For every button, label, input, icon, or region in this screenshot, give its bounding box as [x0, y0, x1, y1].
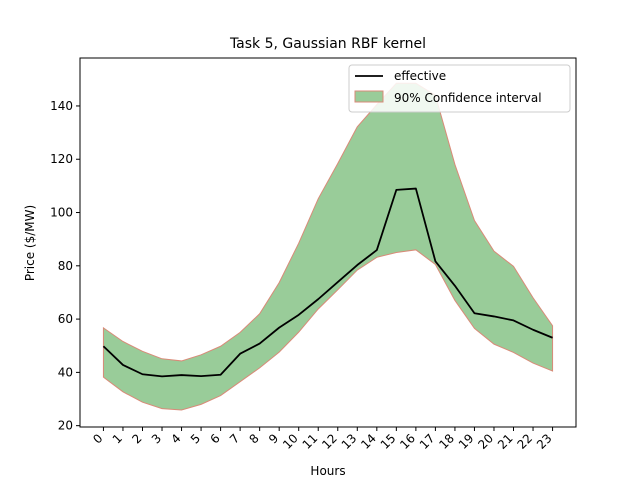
x-tick-label: 10 [280, 431, 301, 452]
x-tick-label: 5 [188, 431, 203, 446]
chart-title: Task 5, Gaussian RBF kernel [229, 36, 426, 52]
y-tick-label: 80 [58, 259, 73, 273]
x-tick-label: 15 [378, 431, 399, 452]
axes-frame [79, 57, 577, 428]
confidence-band [102, 82, 554, 411]
x-tick-label: 16 [397, 431, 418, 452]
x-axis-label: Hours [310, 464, 345, 478]
plot-area: 0 1 2 3 4 5 6 7 8 9101112131415161718192021222320… [50, 57, 577, 452]
x-tick-label: 8 [246, 431, 261, 446]
y-tick-label: 100 [50, 206, 73, 220]
x-tick-label: 19 [456, 431, 477, 452]
x-tick-label: 17 [417, 431, 438, 452]
x-tick-label: 11 [300, 431, 321, 452]
x-tick-label: 9 [266, 431, 281, 446]
x-tick-label: 6 [207, 431, 222, 446]
x-tick-label: 18 [436, 431, 457, 452]
x-tick-label: 23 [534, 431, 555, 452]
y-tick-label: 60 [58, 312, 73, 326]
x-tick-label: 13 [339, 431, 360, 452]
x-tick-label: 12 [319, 431, 340, 452]
x-tick-label: 2 [129, 431, 144, 446]
x-tick-label: 20 [475, 431, 496, 452]
y-tick-label: 20 [58, 419, 73, 433]
x-tick-label: 22 [514, 431, 535, 452]
x-tick-label: 7 [227, 431, 242, 446]
x-tick-label: 21 [495, 431, 516, 452]
legend-swatch-band [354, 90, 384, 103]
y-tick-label: 140 [50, 99, 73, 113]
x-tick-label: 0 [90, 431, 105, 446]
x-tick-label: 14 [358, 431, 379, 452]
legend-label-series: effective [394, 69, 446, 83]
series-line-0 [102, 187, 553, 378]
x-tick-label: 3 [149, 431, 164, 446]
legend-label-band: 90% Confidence interval [394, 91, 542, 105]
y-axis-label: Price ($/MW) [23, 205, 37, 281]
y-tick-label: 40 [58, 365, 73, 379]
x-tick-label: 1 [110, 431, 125, 446]
y-tick-label: 120 [50, 152, 73, 166]
legend-box [348, 64, 571, 113]
x-tick-label: 4 [168, 431, 183, 446]
